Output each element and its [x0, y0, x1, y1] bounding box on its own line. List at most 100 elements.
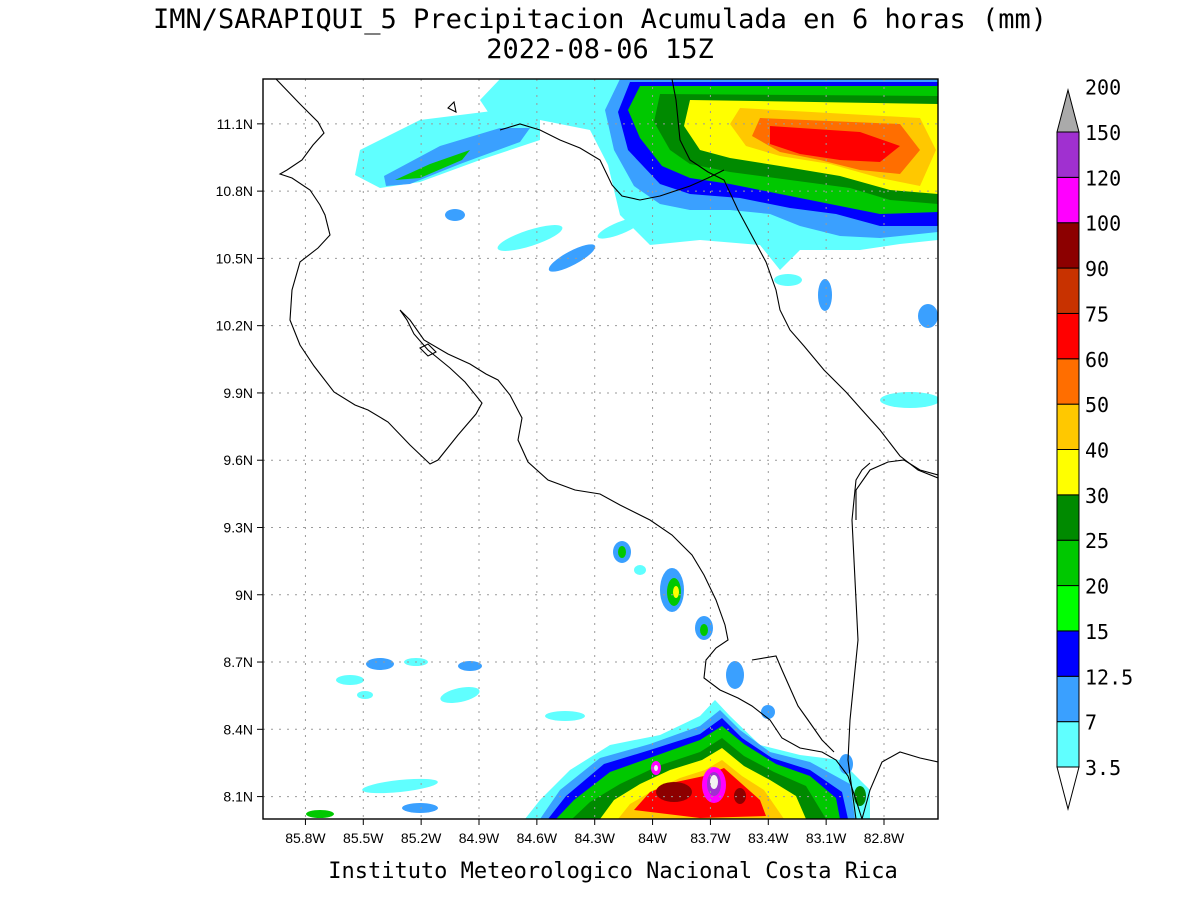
colorbar-label: 100	[1085, 212, 1121, 236]
rain-north-nw-streak-green	[395, 150, 470, 180]
lat-tick-label: 10.2N	[216, 318, 253, 334]
rain-blob-5	[818, 279, 832, 311]
rain-south-streak-7	[545, 711, 585, 721]
colorbar-swatch	[1056, 222, 1080, 269]
colorbar-swatch	[1056, 494, 1080, 541]
panama-border	[847, 462, 871, 819]
lon-tick-label: 84W	[638, 830, 668, 846]
colorbar-label: 12.5	[1085, 665, 1133, 689]
colorbar-low-triangle	[1056, 766, 1080, 811]
rain-blob-1	[497, 225, 563, 251]
rain-south-core-darkred	[656, 782, 692, 802]
colorbar-legend: 3.5 7 12.5 15 20 25 30 40 50 60 75 90 100 120 150 200	[1056, 76, 1133, 811]
colorbar-label: 75	[1085, 302, 1109, 326]
lat-tick-label: 9.3N	[223, 519, 253, 535]
rain-south-core-small-dark	[734, 788, 746, 804]
lat-tick-label: 11.1N	[217, 116, 253, 132]
colorbar-swatch	[1056, 539, 1080, 587]
colorbar-swatch	[1056, 585, 1080, 632]
coordinate-grid	[263, 79, 938, 819]
rain-south-red	[634, 768, 766, 818]
rain-south-core-small-white	[654, 765, 658, 771]
lon-tick-label: 85.2W	[401, 830, 442, 846]
longitude-labels: 85.8W 85.5W 85.2W 84.9W 84.6W 84.3W 84W 83.7W 83…	[285, 819, 905, 846]
coastlines	[275, 79, 938, 819]
colorbar-label: 7	[1085, 711, 1097, 735]
rain-blob-6	[918, 304, 938, 328]
lon-tick-label: 84.6W	[517, 830, 558, 846]
colorbar-swatch	[1056, 131, 1080, 178]
rain-cell-1-core	[618, 546, 626, 558]
rain-cell-4	[726, 661, 744, 689]
colorbar-high-triangle	[1056, 88, 1080, 133]
lon-tick-label: 84.3W	[574, 830, 615, 846]
caribbean-coastline	[671, 79, 938, 479]
rain-south-streak-2	[366, 658, 394, 670]
rain-south-streak-10	[306, 810, 334, 818]
colorbar-label: 20	[1085, 575, 1109, 599]
map-frame	[262, 78, 939, 820]
colorbar-swatch	[1056, 176, 1080, 224]
colorbar-label: 200	[1085, 76, 1121, 100]
rain-cell-2-core	[673, 586, 679, 598]
latitude-labels: 11.1N 10.8N 10.5N 10.2N 9.9N 9.6N 9.3N 9N 8.7N 8.…	[216, 116, 263, 805]
gulf-nicoya-island	[419, 343, 437, 357]
rain-south-streak-1	[336, 675, 364, 685]
colorbar-swatch	[1056, 403, 1080, 450]
rain-north-red	[770, 126, 900, 162]
rain-blob-4	[445, 209, 465, 221]
lon-tick-label: 83.7W	[690, 830, 731, 846]
lat-tick-label: 8.4N	[223, 721, 253, 737]
colorbar-label: 120	[1085, 166, 1121, 190]
colorbar-swatch	[1056, 267, 1080, 314]
rain-south-east-cell	[839, 754, 853, 774]
colorbar-label: 50	[1085, 393, 1109, 417]
lat-tick-label: 9.9N	[223, 385, 253, 401]
colorbar-label: 90	[1085, 257, 1109, 281]
footer-credit: Instituto Meteorologico Nacional Costa R…	[328, 859, 898, 884]
map-area	[263, 79, 938, 819]
bocas-coast	[855, 459, 938, 520]
rain-south-core-white	[710, 775, 718, 789]
colorbar-label: 30	[1085, 484, 1109, 508]
map-title-line2: 2022-08-06 15Z	[486, 34, 714, 65]
rain-south-streak-4	[458, 661, 482, 671]
colorbar-swatch	[1056, 312, 1080, 360]
lat-tick-label: 9.6N	[223, 452, 253, 468]
lat-tick-label: 8.1N	[223, 789, 253, 805]
rain-blob-3	[597, 217, 643, 239]
colorbar-swatch	[1056, 675, 1080, 723]
rain-cell-3-core	[700, 624, 708, 636]
colorbar-swatch	[1056, 449, 1080, 496]
rain-blob-2	[548, 244, 596, 272]
pacific-coastline	[275, 79, 863, 819]
rain-cell-6	[634, 565, 646, 575]
rain-south-streak-9	[402, 803, 438, 813]
rain-blob-7	[880, 392, 938, 408]
rain-south-streak-8	[362, 778, 438, 794]
lon-tick-label: 85.8W	[285, 830, 326, 846]
rain-south-streak-5	[440, 686, 480, 704]
lat-tick-label: 8.7N	[223, 654, 253, 670]
colorbar-label: 40	[1085, 439, 1109, 463]
rain-field-south	[306, 658, 870, 819]
rain-south-east-cell-2	[854, 786, 866, 806]
rain-field-central	[613, 541, 775, 719]
colorbar-label: 60	[1085, 348, 1109, 372]
lat-tick-label: 10.5N	[216, 250, 253, 266]
rain-blob-8	[774, 274, 802, 286]
lon-tick-label: 82.8W	[864, 830, 905, 846]
lat-tick-label: 10.8N	[216, 183, 253, 199]
colorbar-label: 150	[1085, 121, 1121, 145]
nicaragua-border	[499, 123, 725, 201]
rain-south-streak-6	[357, 691, 373, 699]
lon-tick-label: 84.9W	[459, 830, 500, 846]
colorbar-label: 15	[1085, 620, 1109, 644]
colorbar-swatch	[1056, 630, 1080, 677]
lon-tick-label: 83.4W	[748, 830, 789, 846]
colorbar-swatch	[1056, 358, 1080, 405]
lat-tick-label: 9N	[235, 587, 253, 603]
colorbar-label: 3.5	[1085, 756, 1121, 780]
map-title-line1: IMN/SARAPIQUI_5 Precipitacion Acumulada …	[153, 4, 1047, 35]
